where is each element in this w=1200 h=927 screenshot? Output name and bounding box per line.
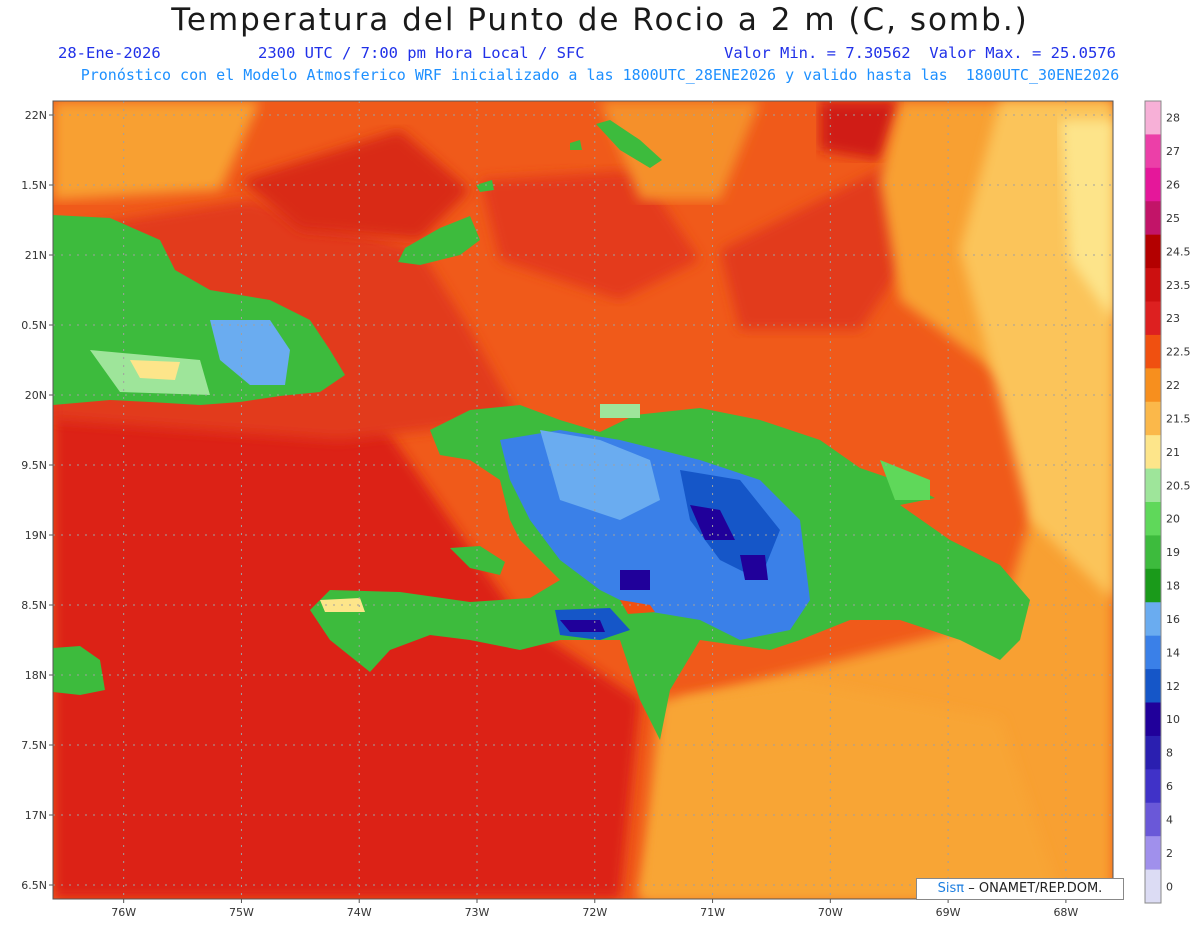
colorbar: 2827262524.523.52322.52221.52120.5201918… [1144,100,1191,904]
grid-lines [53,101,1113,899]
colorbar-label: 23 [1166,312,1180,325]
colorbar-label: 22.5 [1166,346,1191,359]
colorbar-label: 2 [1166,847,1173,860]
colorbar-swatch [1145,535,1161,570]
colorbar-label: 18 [1166,580,1180,593]
dewpoint-field [53,101,1113,899]
colorbar-frame [1144,100,1162,904]
colorbar-label: 27 [1166,145,1180,158]
colorbar-swatch [1145,468,1161,503]
colorbar-label: 21.5 [1166,412,1191,425]
lat-label: 21N [25,249,47,262]
colorbar-label: 12 [1166,680,1180,693]
watermark-text: – ONAMET/REP.DOM. [968,881,1103,896]
colorbar-label: 28 [1166,112,1180,125]
colorbar-label: 8 [1166,747,1173,760]
lat-label: 8.5N [21,599,47,612]
lat-label: 7.5N [21,739,47,752]
colorbar-swatch [1145,635,1161,670]
lat-label: 1.5N [21,179,47,192]
colorbar-swatch [1145,435,1161,470]
lon-label: 68W [1053,906,1078,919]
colorbar-swatch [1145,602,1161,637]
colorbar-label: 23.5 [1166,279,1191,292]
latitude-axis: 22N 1.5N 21N 0.5N 20N 9.5N 19N 8.5N 18N 7.5N 17N 6.… [21,109,53,892]
map-frame [52,100,1114,900]
colorbar-swatch [1145,802,1161,837]
sis-brand: Sisπ [937,881,965,896]
colorbar-label: 24.5 [1166,245,1191,258]
lat-label: 9.5N [21,459,47,472]
colorbar-swatch [1145,368,1161,403]
lat-label: 0.5N [21,319,47,332]
lat-label: 18N [25,669,47,682]
longitude-axis: 76W 75W 74W 73W 72W 71W 70W 69W 68W [111,899,1078,919]
colorbar-swatch [1145,502,1161,536]
colorbar-swatch [1145,702,1161,737]
colorbar-swatch [1145,201,1161,236]
lon-label: 75W [229,906,254,919]
lon-label: 71W [700,906,725,919]
lon-label: 73W [465,906,490,919]
colorbar-swatch [1145,101,1161,135]
colorbar-swatch [1145,836,1161,871]
lat-label: 6.5N [21,879,47,892]
colorbar-label: 25 [1166,212,1180,225]
colorbar-label: 21 [1166,446,1180,459]
colorbar-swatch [1145,234,1161,269]
colorbar-swatch [1145,568,1161,603]
colorbar-swatch [1145,869,1161,904]
colorbar-label: 20 [1166,513,1180,526]
colorbar-label: 10 [1166,713,1180,726]
colorbar-swatch [1145,134,1161,169]
colorbar-swatch [1145,167,1161,202]
colorbar-swatch [1145,769,1161,804]
lat-label: 22N [25,109,47,122]
lat-label: 17N [25,809,47,822]
onamet-watermark: Sisπ – ONAMET/REP.DOM. [916,878,1124,900]
colorbar-swatch [1145,301,1161,336]
forecast-date: 28-Ene-2026 [58,44,161,62]
model-info: Pronóstico con el Modelo Atmosferico WRF… [80,66,1120,84]
colorbar-label: 6 [1166,780,1173,793]
colorbar-swatch [1145,669,1161,703]
colorbar-label: 26 [1166,179,1180,192]
colorbar-label: 20.5 [1166,479,1191,492]
colorbar-swatch [1145,735,1161,770]
lon-label: 76W [111,906,136,919]
min-max-values: Valor Min. = 7.30562 Valor Max. = 25.057… [724,44,1116,62]
colorbar-label: 0 [1166,880,1173,893]
lat-label: 20N [25,389,47,402]
lon-label: 70W [818,906,843,919]
colorbar-label: 4 [1166,813,1173,826]
lat-label: 19N [25,529,47,542]
chart-title: Temperatura del Punto de Rocio a 2 m (C,… [171,2,1029,38]
lon-label: 74W [347,906,372,919]
colorbar-label: 16 [1166,613,1180,626]
lon-label: 69W [936,906,961,919]
forecast-time: 2300 UTC / 7:00 pm Hora Local / SFC [258,44,585,62]
colorbar-label: 22 [1166,379,1180,392]
colorbar-swatch [1145,334,1161,369]
lon-label: 72W [582,906,607,919]
colorbar-label: 19 [1166,546,1180,559]
colorbar-swatch [1145,401,1161,436]
colorbar-swatch [1145,268,1161,302]
colorbar-label: 14 [1166,646,1180,659]
